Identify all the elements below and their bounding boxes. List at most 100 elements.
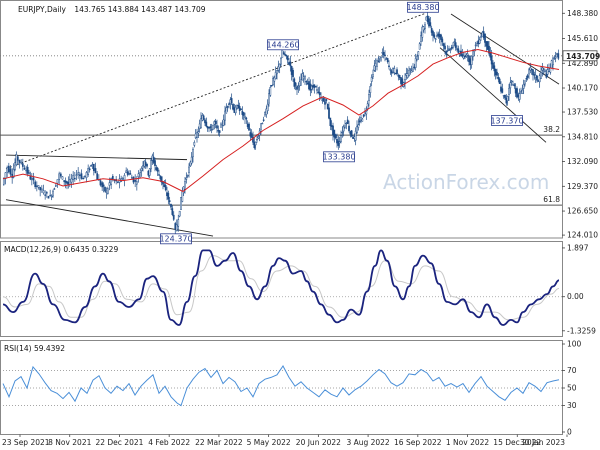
candle-body bbox=[26, 166, 29, 174]
candle-body bbox=[128, 173, 130, 175]
candle-body bbox=[6, 167, 9, 173]
candle-body bbox=[75, 174, 78, 176]
macd-tick-label: -1.3259 bbox=[567, 326, 596, 335]
candle-body bbox=[286, 55, 289, 61]
candle-body bbox=[290, 66, 293, 75]
candle-body bbox=[116, 181, 119, 183]
candle-body bbox=[493, 65, 496, 72]
x-tick-label: 22 Dec 2021 bbox=[95, 438, 143, 447]
candle-body bbox=[362, 114, 365, 117]
candle-body bbox=[329, 117, 332, 126]
candle-body bbox=[274, 72, 277, 80]
price-annotation-box bbox=[491, 115, 523, 126]
candle-body bbox=[42, 190, 45, 194]
candle-body bbox=[396, 69, 398, 75]
candle-body bbox=[325, 99, 328, 101]
candle-body bbox=[281, 49, 284, 58]
candle-body bbox=[241, 111, 244, 115]
candle-body bbox=[492, 62, 494, 69]
candle-body bbox=[20, 161, 23, 164]
candle-body bbox=[147, 170, 150, 176]
candle-body bbox=[102, 184, 105, 187]
candle-body bbox=[197, 131, 200, 134]
candle-body bbox=[333, 129, 336, 138]
candle-body bbox=[505, 97, 508, 104]
candle-body bbox=[198, 123, 201, 129]
candle-body bbox=[350, 130, 353, 137]
symbol-label: EURJPY,Daily bbox=[18, 5, 67, 14]
candle-body bbox=[110, 178, 113, 185]
candle-body bbox=[346, 119, 349, 124]
candle-body bbox=[268, 93, 270, 104]
fib-label-61-8: 61.8 bbox=[543, 195, 560, 204]
candle-body bbox=[260, 123, 262, 130]
candle-body bbox=[474, 44, 477, 47]
candle-body bbox=[47, 196, 50, 199]
candle-body bbox=[533, 74, 536, 76]
candle-body bbox=[393, 68, 396, 73]
candle-body bbox=[163, 184, 166, 188]
candle-body bbox=[306, 82, 309, 85]
candle-body bbox=[201, 115, 204, 121]
candle-body bbox=[466, 53, 469, 56]
candle-body bbox=[101, 182, 104, 188]
candle-body bbox=[462, 55, 465, 59]
candle-body bbox=[175, 224, 178, 232]
candle-body bbox=[221, 124, 224, 126]
candle-body bbox=[188, 166, 190, 173]
candle-body bbox=[256, 138, 258, 141]
candle-body bbox=[278, 63, 281, 68]
candle-body bbox=[417, 51, 420, 56]
candle-body bbox=[282, 52, 285, 55]
candle-body bbox=[135, 181, 138, 185]
candle-body bbox=[494, 69, 497, 76]
macd-chart bbox=[0, 249, 562, 326]
candle-body bbox=[376, 60, 378, 67]
fib-label-38-2: 38.2 bbox=[543, 125, 560, 134]
candle-body bbox=[544, 70, 546, 72]
price-annotation-133-380: 133.380 bbox=[322, 153, 355, 162]
candle-body bbox=[58, 173, 61, 180]
candle-body bbox=[445, 50, 448, 56]
candle-body bbox=[9, 168, 12, 175]
price-chart: 38.2 61.8 148.380 144.260 133.380 137.370 124.… bbox=[0, 1, 562, 245]
candle-body bbox=[272, 78, 274, 85]
candle-body bbox=[229, 99, 232, 105]
candle-body bbox=[400, 77, 402, 84]
candle-body bbox=[121, 178, 124, 180]
candle-body bbox=[394, 72, 397, 75]
candle-body bbox=[214, 120, 217, 125]
candle-body bbox=[220, 123, 222, 128]
candle-body bbox=[432, 31, 434, 36]
candle-body bbox=[384, 54, 386, 57]
candle-body bbox=[288, 62, 290, 65]
candle-body bbox=[424, 24, 426, 29]
candle-body bbox=[289, 61, 292, 67]
candle-body bbox=[517, 94, 520, 98]
candle-body bbox=[377, 60, 380, 63]
candle-body bbox=[232, 103, 234, 110]
candle-body bbox=[29, 176, 32, 180]
price-panel-title: EURJPY,Daily 143.765 143.884 143.487 143… bbox=[18, 5, 206, 14]
candle-body bbox=[277, 66, 280, 71]
candle-body bbox=[444, 45, 446, 50]
candle-body bbox=[156, 167, 159, 172]
candle-body bbox=[520, 91, 522, 94]
candle-body bbox=[446, 49, 449, 52]
candle-body bbox=[326, 103, 329, 110]
candle-body bbox=[305, 81, 308, 83]
candle-body bbox=[85, 172, 88, 178]
candle-body bbox=[104, 186, 106, 192]
candle-body bbox=[448, 48, 450, 50]
price-tick-label: 145.610 bbox=[567, 34, 598, 43]
candle-body bbox=[425, 16, 428, 21]
candle-body bbox=[541, 67, 544, 71]
candle-body bbox=[477, 40, 480, 45]
candle-body bbox=[365, 111, 368, 115]
candle-body bbox=[50, 195, 53, 198]
candle-body bbox=[12, 169, 15, 178]
candle-body bbox=[28, 172, 30, 174]
candle-body bbox=[269, 87, 272, 96]
candle-body bbox=[44, 194, 47, 196]
candle-body bbox=[328, 107, 330, 119]
